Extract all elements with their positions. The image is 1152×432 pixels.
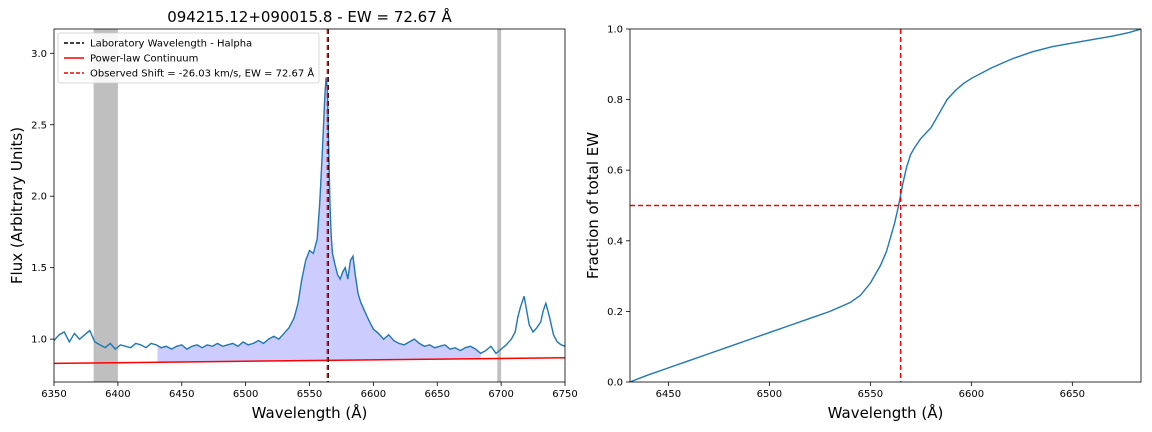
plot-frame-2 xyxy=(629,28,1142,383)
legend-box xyxy=(57,32,320,84)
masked-region xyxy=(93,29,118,382)
x-tick-label: 6650 xyxy=(425,389,450,400)
y-axis-label-2: Fraction of total EW xyxy=(584,132,602,279)
x-tick-label: 6500 xyxy=(757,389,782,400)
chart-title: 094215.12+090015.8 - EW = 72.67 Å xyxy=(167,7,452,26)
x-tick-label: 6750 xyxy=(552,389,577,400)
legend-label-lab: Laboratory Wavelength - Halpha xyxy=(90,39,252,50)
y-tick-label: 2.5 xyxy=(31,120,47,131)
x-tick-label: 6450 xyxy=(656,389,681,400)
y-tick-label: 1.0 xyxy=(607,25,623,36)
y-tick-label: 0.4 xyxy=(607,236,623,247)
x-axis-ticks: 6350 6400 6450 6500 6550 6600 6650 6700 6750 xyxy=(41,382,578,400)
y-axis-label: Flux (Arbitrary Units) xyxy=(8,127,26,284)
x-tick-label: 6600 xyxy=(361,389,386,400)
y-tick-label: 2.0 xyxy=(31,192,47,203)
x-tick-label: 6700 xyxy=(488,389,513,400)
y-tick-label: 0.6 xyxy=(607,166,623,177)
y-tick-label: 0.2 xyxy=(607,307,623,318)
legend-label-observed: Observed Shift = -26.03 km/s, EW = 72.67… xyxy=(90,67,314,80)
legend: Laboratory Wavelength - Halpha Power-law… xyxy=(57,32,320,84)
x-tick-label: 6550 xyxy=(297,389,322,400)
ew-fraction-curve xyxy=(630,29,1141,382)
y-axis-ticks: 1.0 1.5 2.0 2.5 3.0 xyxy=(31,49,54,346)
x-tick-label: 6400 xyxy=(105,389,130,400)
masked-regions xyxy=(93,29,502,382)
x-tick-label: 6350 xyxy=(41,389,66,400)
spectrum-line xyxy=(54,77,565,355)
legend-label-continuum: Power-law Continuum xyxy=(90,54,198,65)
x-axis-ticks-2: 6450 6500 6550 6600 6650 xyxy=(656,382,1085,400)
x-axis-label: Wavelength (Å) xyxy=(252,403,368,422)
x-tick-label: 6450 xyxy=(169,389,194,400)
y-tick-label: 3.0 xyxy=(31,49,47,60)
x-tick-label: 6650 xyxy=(1060,389,1085,400)
masked-region xyxy=(497,29,502,382)
x-tick-label: 6600 xyxy=(959,389,984,400)
y-axis-ticks-2: 0.0 0.2 0.4 0.6 0.8 1.0 xyxy=(607,25,630,389)
x-tick-label: 6550 xyxy=(858,389,883,400)
spectrum-panel: 6350 6400 6450 6500 6550 6600 6650 6700 6750 1.0… xyxy=(8,7,578,422)
x-tick-label: 6500 xyxy=(233,389,258,400)
y-tick-label: 0.0 xyxy=(607,378,623,389)
continuum-line xyxy=(54,356,565,365)
x-axis-label-2: Wavelength (Å) xyxy=(828,403,944,422)
ew-fraction-panel: 6450 6500 6550 6600 6650 0.00.20.40.60.81.0 … xyxy=(584,25,1142,422)
y-tick-label: 1.5 xyxy=(31,263,47,274)
y-tick-label: 1.0 xyxy=(31,335,47,346)
y-tick-label: 0.8 xyxy=(607,95,623,106)
